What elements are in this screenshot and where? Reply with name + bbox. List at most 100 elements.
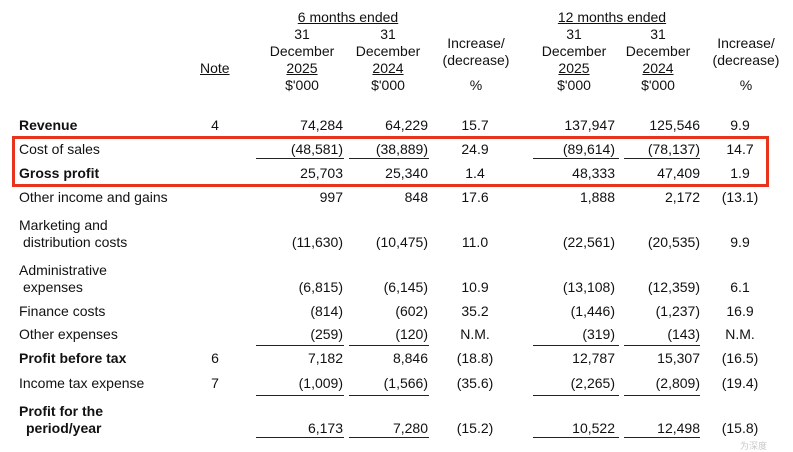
row-label: Finance costs xyxy=(19,303,106,319)
cell-value: (13.1) xyxy=(721,189,759,205)
row-label: Administrative xyxy=(19,262,107,278)
rule xyxy=(349,158,429,159)
col-change-line2: (decrease) xyxy=(442,52,510,68)
row-label-continued: distribution costs xyxy=(23,234,128,250)
cell-value: (602) xyxy=(395,303,428,319)
col-month: December xyxy=(625,43,691,59)
cell-value: 10,522 xyxy=(572,420,615,436)
cell-value: 15.7 xyxy=(461,117,489,133)
cell-value: 24.9 xyxy=(461,141,489,157)
row-label: Other income and gains xyxy=(19,189,168,205)
cell-value: 6.1 xyxy=(730,279,750,295)
row-label-continued: period/year xyxy=(26,420,102,436)
row-note: 6 xyxy=(211,350,219,366)
cell-value: 17.6 xyxy=(461,189,489,205)
cell-value: (120) xyxy=(395,326,428,342)
cell-value: (19.4) xyxy=(721,375,759,391)
cell-value: 9.9 xyxy=(730,234,750,250)
cell-value: 12,787 xyxy=(572,350,615,366)
cell-value: 137,947 xyxy=(564,117,615,133)
rule xyxy=(349,395,429,396)
col-day: 31 xyxy=(650,26,666,42)
rule xyxy=(624,158,700,159)
cell-value: 1,888 xyxy=(579,189,615,205)
row-label: Gross profit xyxy=(19,165,100,181)
col-year: 2024 xyxy=(642,60,674,76)
col-change-line2: (decrease) xyxy=(712,52,780,68)
col-change-line1: Increase/ xyxy=(447,35,505,51)
cell-value: (15.2) xyxy=(456,420,494,436)
cell-value: (48,581) xyxy=(290,141,343,157)
cell-value: (11,630) xyxy=(291,234,343,250)
row-label: Profit before tax xyxy=(19,350,127,366)
col-month: December xyxy=(269,43,335,59)
cell-value: (89,614) xyxy=(562,141,615,157)
cell-value: (1,566) xyxy=(383,375,428,391)
cell-value: 7,182 xyxy=(307,350,343,366)
rule xyxy=(349,345,429,346)
col-unit: % xyxy=(739,77,753,93)
rule xyxy=(624,395,700,396)
cell-value: 48,333 xyxy=(572,165,615,181)
cell-value: 125,546 xyxy=(649,117,700,133)
col-day: 31 xyxy=(294,26,310,42)
cell-value: 9.9 xyxy=(730,117,750,133)
rule xyxy=(256,437,344,438)
col-unit: $'000 xyxy=(371,77,405,93)
cell-value: 35.2 xyxy=(461,303,489,319)
cell-value: (259) xyxy=(310,326,343,342)
col-change-line1: Increase/ xyxy=(717,35,775,51)
col-day: 31 xyxy=(380,26,396,42)
cell-value: (18.8) xyxy=(456,350,494,366)
col-day: 31 xyxy=(566,26,582,42)
col-unit: % xyxy=(469,77,483,93)
cell-value: (15.8) xyxy=(721,420,759,436)
cell-value: 64,229 xyxy=(385,117,428,133)
cell-value: (1,237) xyxy=(655,303,700,319)
cell-value: (6,145) xyxy=(383,279,428,295)
rule xyxy=(624,345,700,346)
col-year: 2025 xyxy=(286,60,318,76)
col-unit: $'000 xyxy=(641,77,675,93)
row-label: Revenue xyxy=(19,117,78,133)
rule xyxy=(533,158,619,159)
cell-value: (6,815) xyxy=(298,279,343,295)
cell-value: N.M. xyxy=(725,326,755,342)
rule xyxy=(349,437,429,438)
rule xyxy=(533,345,619,346)
cell-value: 25,340 xyxy=(385,165,428,181)
cell-value: 14.7 xyxy=(726,141,754,157)
cell-value: 15,307 xyxy=(657,350,700,366)
cell-value: (38,889) xyxy=(375,141,428,157)
col-month: December xyxy=(541,43,607,59)
cell-value: 1.9 xyxy=(730,165,750,181)
row-label: Income tax expense xyxy=(19,375,145,391)
row-label-continued: expenses xyxy=(23,279,83,295)
cell-value: 1.4 xyxy=(465,165,485,181)
cell-value: 16.9 xyxy=(726,303,754,319)
rule xyxy=(256,345,344,346)
cell-value: (22,561) xyxy=(562,234,615,250)
cell-value: (16.5) xyxy=(721,350,759,366)
cell-value: (12,359) xyxy=(647,279,700,295)
cell-value: (20,535) xyxy=(647,234,700,250)
cell-value: 2,172 xyxy=(664,189,700,205)
cell-value: (78,137) xyxy=(647,141,700,157)
row-note: 7 xyxy=(211,375,219,391)
row-label: Cost of sales xyxy=(19,141,100,157)
cell-value: (10,475) xyxy=(375,234,428,250)
cell-value: 997 xyxy=(319,189,343,205)
rule xyxy=(624,437,700,438)
col-year: 2025 xyxy=(558,60,590,76)
cell-value: 10.9 xyxy=(461,279,489,295)
row-label: Other expenses xyxy=(19,326,118,342)
row-note: 4 xyxy=(211,117,219,133)
cell-value: (35.6) xyxy=(456,375,494,391)
row-label: Profit for the xyxy=(19,403,103,419)
cell-value: (143) xyxy=(667,326,700,342)
cell-value: 12,498 xyxy=(657,420,700,436)
cell-value: 47,409 xyxy=(657,165,700,181)
cell-value: 25,703 xyxy=(300,165,343,181)
highlight-box xyxy=(12,136,769,187)
col-month: December xyxy=(355,43,421,59)
